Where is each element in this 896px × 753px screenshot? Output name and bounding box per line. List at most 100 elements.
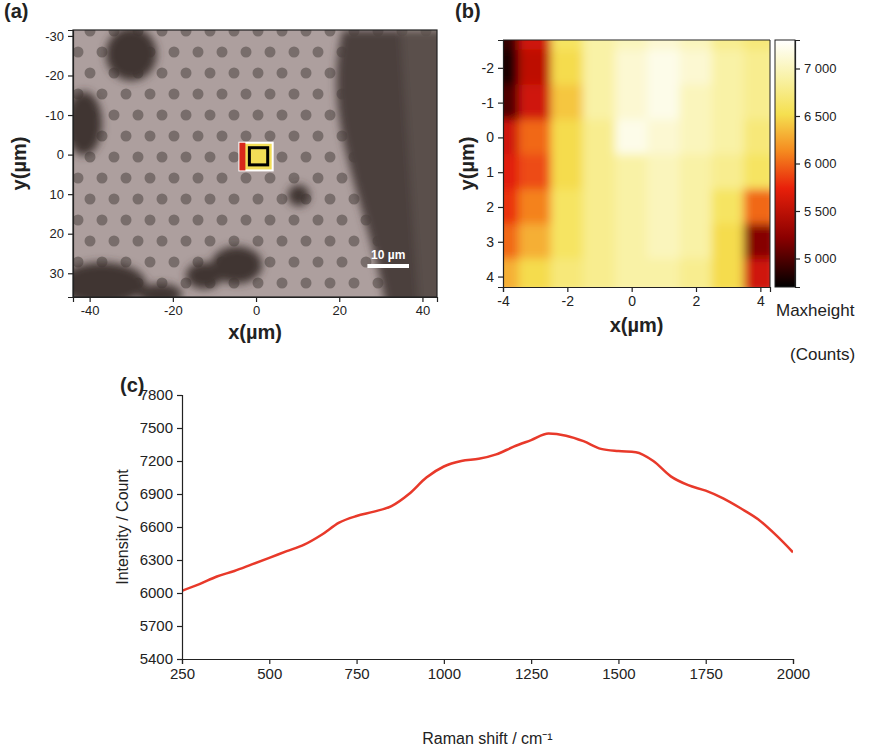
cell (679, 120, 712, 156)
tick-mark (795, 116, 800, 117)
left-axis: 540057006000630066006900720075007800 (140, 386, 183, 667)
tick: 5700 (140, 617, 182, 634)
cell (551, 154, 584, 190)
dark-edge (401, 30, 437, 297)
tick-mark (444, 659, 445, 664)
tick: 10 (50, 187, 73, 202)
tick-mark (618, 659, 619, 664)
frame (73, 30, 437, 297)
tick: 4 (757, 287, 765, 309)
cell (519, 189, 552, 225)
tick: -20 (45, 68, 73, 83)
cell (519, 259, 552, 287)
dark-blob (73, 262, 146, 297)
tick-label: 5 000 (804, 251, 837, 266)
tick: -2 (482, 60, 503, 76)
cell (583, 189, 616, 225)
dark-blob (288, 185, 310, 206)
colorbar-title: Maxheight (776, 301, 855, 320)
tick-mark (422, 297, 423, 302)
cell (503, 224, 520, 260)
tick-mark (696, 287, 697, 292)
tick: 0 (486, 129, 503, 145)
tick: 2000 (777, 659, 810, 682)
axis-line (183, 660, 794, 665)
cell (679, 154, 712, 190)
cell (551, 85, 584, 121)
tick-mark (760, 287, 761, 292)
x-axis-title: Raman shift / cm⁻¹ (422, 730, 552, 747)
tick-label: 6900 (140, 485, 173, 502)
frame-top (503, 40, 770, 41)
panel-a: 10 µm-40-2002040-30-20-100102030x(µm)y(µ… (8, 27, 447, 343)
cell (583, 259, 616, 287)
tick: -1 (482, 95, 503, 111)
cell (503, 259, 520, 287)
tick-mark (706, 659, 707, 664)
cell (519, 120, 552, 156)
cell (519, 85, 552, 121)
tick: 2 (486, 199, 503, 215)
tick-label: 7200 (140, 452, 173, 469)
tick-label: 7500 (140, 419, 173, 436)
tick-label: -20 (164, 303, 183, 318)
plot-area (182, 434, 793, 591)
cell (679, 40, 712, 51)
tick-mark (177, 560, 182, 561)
cell (712, 50, 745, 86)
tick: 1000 (428, 659, 461, 682)
tick-label: 6600 (140, 518, 173, 535)
cell (712, 189, 745, 225)
tick: 6 500 (795, 109, 837, 124)
tick-mark (68, 75, 73, 76)
cell (519, 224, 552, 260)
tick: -20 (164, 297, 183, 318)
tick-mark (795, 68, 800, 69)
cell (744, 120, 770, 156)
cell (647, 154, 680, 190)
tick-label: 0 (486, 129, 494, 145)
tick-label: 3 (486, 234, 494, 250)
cell (744, 189, 770, 225)
cell (615, 259, 648, 287)
dark-blob (186, 262, 222, 289)
tick-label: 6 500 (804, 109, 837, 124)
tick-label: 0 (628, 293, 636, 309)
tick-label: 1250 (515, 665, 548, 682)
tick: 4 (486, 269, 503, 285)
tick: 1 (486, 164, 503, 180)
tick-mark (177, 494, 182, 495)
right-axis: 5 0005 5006 0006 5007 000 (795, 41, 837, 288)
tick: 3 (486, 234, 503, 250)
tick: 0 (253, 297, 260, 318)
tick-label: 250 (170, 665, 195, 682)
tick: 500 (257, 659, 282, 682)
axis-line (74, 298, 438, 303)
cell (744, 154, 770, 190)
tick: 750 (345, 659, 370, 682)
tick-label: -2 (482, 60, 495, 76)
cell (519, 40, 552, 51)
tick-label: 5 500 (804, 204, 837, 219)
cell (551, 50, 584, 86)
tick: 30 (50, 266, 73, 281)
cell (744, 50, 770, 86)
tick-mark (793, 659, 794, 664)
tick-mark (339, 297, 340, 302)
tick-mark (68, 194, 73, 195)
tick-label: 5400 (140, 650, 173, 667)
cell (712, 120, 745, 156)
cell (744, 259, 770, 287)
cell (615, 224, 648, 260)
cell (712, 40, 745, 51)
panel-label: (c) (120, 374, 144, 396)
cell (551, 40, 584, 51)
tick-label: -10 (45, 108, 64, 123)
tick-mark (795, 258, 800, 259)
cell (712, 85, 745, 121)
cell (503, 85, 520, 121)
cell (744, 85, 770, 121)
tick-mark (498, 137, 503, 138)
tick-mark (173, 297, 174, 302)
tick: 1250 (515, 659, 548, 682)
